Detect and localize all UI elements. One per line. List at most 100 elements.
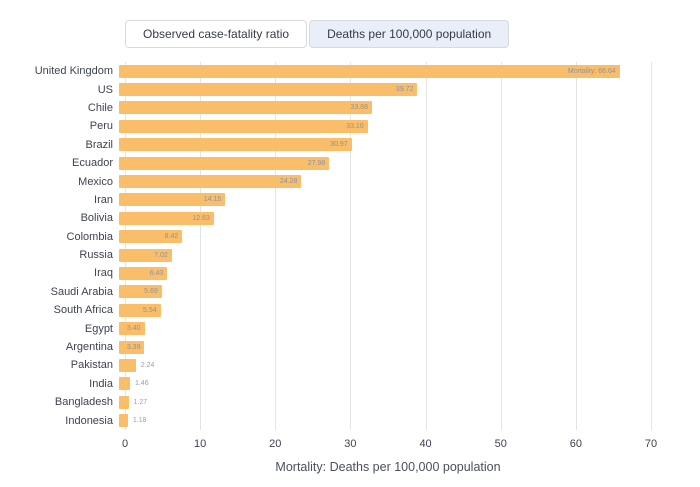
gridline	[575, 62, 577, 430]
bar-track: 7.02	[119, 248, 645, 262]
bar-value-label: 8.42	[164, 233, 179, 241]
bar-row: Pakistan 2.24	[0, 356, 700, 374]
bar[interactable]: 12.63	[119, 211, 214, 225]
bar-value-label: 30.97	[330, 141, 348, 149]
bar-value-label: 5.54	[143, 306, 157, 314]
bar-row: Mexico 24.28	[0, 172, 700, 190]
category-label: US	[97, 83, 113, 96]
bar-track: 12.63	[119, 211, 645, 225]
view-toggle-group: Observed case-fatality ratio Deaths per …	[125, 20, 510, 48]
category-label: Peru	[89, 120, 113, 133]
bar-row: Ecuador 27.98	[0, 154, 700, 172]
bar-row: Peru 33.10	[0, 117, 700, 135]
gridline	[125, 62, 126, 430]
bar[interactable]: 27.98	[119, 156, 330, 170]
gridline	[425, 62, 427, 430]
bar-row: Chile 33.68	[0, 99, 700, 117]
bar-value-label: 1.27	[133, 398, 148, 406]
bar-track: 5.54	[119, 303, 645, 317]
bar[interactable]: 33.68	[119, 101, 373, 115]
bar[interactable]: 14.15	[119, 193, 226, 207]
bar-track: 1.18	[119, 414, 645, 428]
bar-row: Iraq 6.43	[0, 264, 700, 282]
bar[interactable]: 3.40	[119, 322, 145, 336]
bar[interactable]: Mortality: 66.64	[119, 64, 620, 78]
bar-track: 3.40	[119, 322, 645, 336]
x-axis: 0 10 20 30 40 50 60 70	[122, 438, 657, 452]
bar-track: 27.98	[119, 156, 645, 170]
category-label: India	[89, 377, 113, 390]
bar-value-label: 24.28	[279, 178, 298, 186]
bar-track: 3.39	[119, 340, 645, 354]
bar-row: Saudi Arabia 5.69	[0, 283, 700, 301]
bar-row: Colombia 8.42	[0, 228, 700, 246]
bar[interactable]: 39.72	[119, 83, 418, 97]
bar-value-label: 12.63	[192, 214, 210, 222]
bar-row: Bangladesh 1.27	[0, 393, 700, 411]
bar[interactable]	[119, 358, 136, 372]
gridline	[500, 62, 502, 430]
x-tick-label: 50	[494, 438, 507, 450]
bar-row: US 39.72	[0, 80, 700, 98]
bar-value-label: 1.18	[132, 417, 147, 425]
category-label: Iraq	[94, 267, 113, 280]
bar-row: Bolivia 12.63	[0, 209, 700, 227]
bar-value-label: Mortality: 66.64	[567, 67, 616, 75]
category-label: Saudi Arabia	[50, 285, 113, 298]
bar-value-label: 27.98	[307, 159, 326, 167]
bar-value-label: 39.72	[395, 86, 414, 94]
category-label: Pakistan	[70, 359, 113, 372]
bar-value-label: 14.15	[203, 196, 222, 204]
bar-track: 1.27	[119, 395, 645, 409]
x-tick-label: 10	[194, 438, 207, 450]
bar[interactable]: 3.39	[119, 340, 145, 354]
bar[interactable]	[119, 377, 130, 391]
bar[interactable]: 30.97	[119, 138, 352, 152]
bar-value-label: 3.39	[126, 343, 141, 351]
bar[interactable]: 33.10	[119, 119, 368, 133]
category-label: Bangladesh	[54, 396, 113, 409]
category-label: Colombia	[66, 230, 113, 243]
bar-value-label: 33.10	[346, 122, 364, 130]
bar[interactable]: 5.54	[119, 303, 161, 317]
bar-value-label: 3.40	[126, 325, 141, 333]
bar[interactable]: 6.43	[119, 266, 168, 280]
gridlines	[125, 62, 652, 430]
category-label: Ecuador	[72, 157, 113, 170]
bar-row: Russia 7.02	[0, 246, 700, 264]
bar-value-label: 6.43	[149, 269, 164, 277]
category-label: Egypt	[84, 322, 113, 335]
bar-row: India 1.46	[0, 375, 700, 393]
x-tick-label: 70	[644, 438, 658, 450]
bar[interactable]: 24.28	[119, 175, 302, 189]
gridline	[275, 62, 277, 430]
bar[interactable]: 8.42	[119, 230, 183, 244]
bar-value-label: 1.46	[134, 380, 149, 388]
bar-row: Argentina 3.39	[0, 338, 700, 356]
bar-value-label: 7.02	[154, 251, 168, 259]
bar-row: Egypt 3.40	[0, 319, 700, 337]
bar-track: 33.10	[119, 119, 645, 133]
toggle-deaths-per-100k[interactable]: Deaths per 100,000 population	[309, 20, 510, 48]
bar-row: United Kingdom Mortality: 66.64	[0, 62, 700, 80]
bar-value-label: 33.68	[350, 104, 369, 112]
category-label: Argentina	[65, 341, 113, 354]
bar[interactable]: 5.69	[119, 285, 162, 299]
bar[interactable]: 7.02	[119, 248, 172, 262]
bar-rows: United Kingdom Mortality: 66.64 US 39.72 Chi…	[0, 62, 700, 430]
bar-track: 1.46	[119, 377, 645, 391]
bar-row: Iran 14.15	[0, 191, 700, 209]
x-tick-label: 20	[269, 438, 282, 450]
bar-row: Brazil 30.97	[0, 136, 700, 154]
bar-row: Indonesia 1.18	[0, 411, 700, 429]
bar[interactable]	[119, 414, 128, 428]
toggle-observed-case-fatality-ratio[interactable]: Observed case-fatality ratio	[125, 20, 308, 48]
bar-track: 6.43	[119, 266, 645, 280]
gridline	[651, 62, 652, 430]
x-tick-label: 30	[344, 438, 357, 450]
bar-row: South Africa 5.54	[0, 301, 700, 319]
category-label: Mexico	[78, 175, 113, 188]
bar[interactable]	[119, 395, 129, 409]
category-label: Indonesia	[65, 414, 113, 427]
